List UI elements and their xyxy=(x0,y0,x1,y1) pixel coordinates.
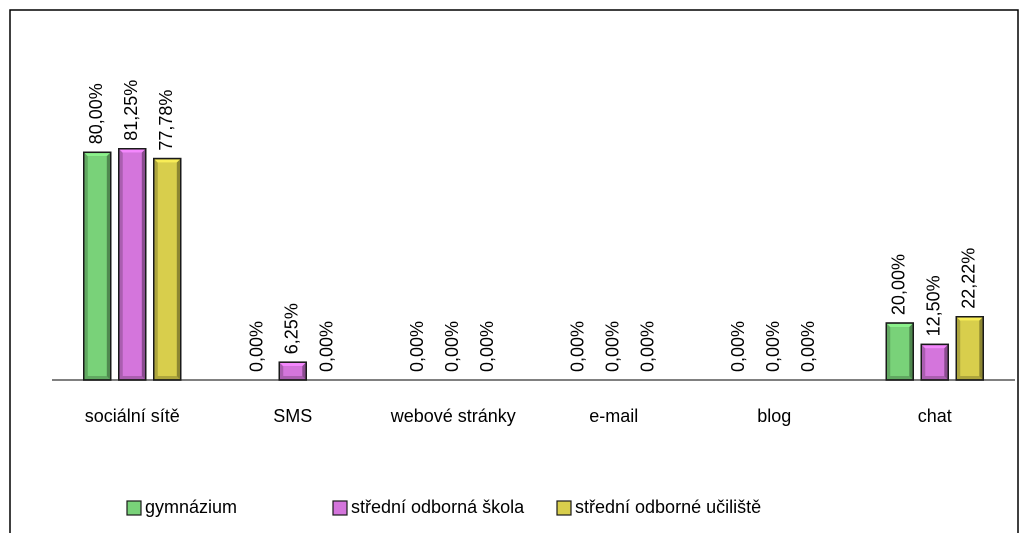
bar-bevel xyxy=(83,152,111,157)
bar-outline xyxy=(83,151,112,381)
x-tick-label: sociální sítě xyxy=(84,406,180,426)
bar-bevel xyxy=(979,316,984,380)
value-label: 81,25% xyxy=(121,80,141,141)
bar-outline xyxy=(885,322,914,381)
bar-bevel xyxy=(302,362,307,380)
value-label: 20,00% xyxy=(889,254,909,315)
bar-face xyxy=(87,156,107,376)
bar-face xyxy=(157,162,177,376)
legend-swatch xyxy=(556,500,572,516)
value-label: 0,00% xyxy=(728,321,748,372)
legend-swatch xyxy=(332,500,348,516)
value-label: 0,00% xyxy=(603,321,623,372)
value-label: 0,00% xyxy=(568,321,588,372)
bar-bevel xyxy=(106,152,111,380)
x-tick-label: SMS xyxy=(273,406,313,426)
value-label: 0,00% xyxy=(477,321,497,372)
bar-face xyxy=(283,366,303,376)
bar-outline xyxy=(278,361,307,381)
value-label: 77,78% xyxy=(156,90,176,151)
x-tick-label: blog xyxy=(757,406,792,426)
value-label: 0,00% xyxy=(763,321,783,372)
bar-outline xyxy=(955,316,984,381)
value-label: 0,00% xyxy=(638,321,658,372)
bar-face xyxy=(925,348,945,376)
value-label: 6,25% xyxy=(282,303,302,354)
x-tick-label: e-mail xyxy=(589,406,639,426)
bar-bevel xyxy=(176,158,181,380)
bar-bevel xyxy=(118,148,146,153)
bar-bevel xyxy=(956,316,984,321)
bar-bevel xyxy=(921,344,949,349)
bar-bevel xyxy=(279,362,307,367)
value-label: 12,50% xyxy=(924,275,944,336)
bar-outline xyxy=(153,157,182,381)
bar-face xyxy=(122,152,142,376)
x-tick-label: webové stránky xyxy=(390,406,516,426)
bar-face xyxy=(890,327,910,376)
bar-bevel xyxy=(886,323,914,328)
bar-bevel xyxy=(141,148,146,380)
value-label: 0,00% xyxy=(247,321,267,372)
bar-face xyxy=(960,320,980,376)
bar-outline xyxy=(118,148,147,381)
chart-frame xyxy=(9,9,1019,533)
legend-label: střední odborná škola xyxy=(351,497,525,517)
value-label: 0,00% xyxy=(442,321,462,372)
bar-bevel xyxy=(909,323,914,380)
value-label: 0,00% xyxy=(407,321,427,372)
value-label: 0,00% xyxy=(798,321,818,372)
legend-label: gymnázium xyxy=(145,497,237,517)
x-tick-label: chat xyxy=(917,406,952,426)
value-label: 22,22% xyxy=(959,248,979,309)
value-label: 0,00% xyxy=(317,321,337,372)
bar-bevel xyxy=(153,158,181,163)
bar-outline xyxy=(920,343,949,381)
legend-swatch xyxy=(126,500,142,516)
value-label: 80,00% xyxy=(86,83,106,144)
bar-bevel xyxy=(944,344,949,380)
legend-label: střední odborné učiliště xyxy=(575,497,761,517)
